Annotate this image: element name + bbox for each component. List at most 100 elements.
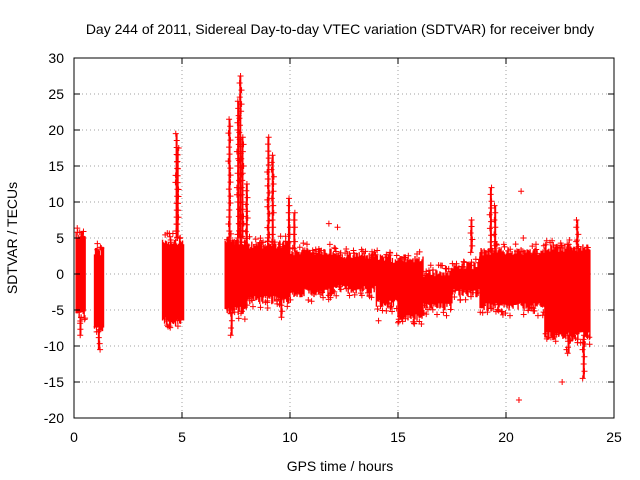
data-point bbox=[278, 314, 285, 321]
data-point bbox=[249, 303, 256, 310]
y-tick-label: -5 bbox=[52, 302, 65, 318]
data-point bbox=[421, 302, 428, 309]
data-point bbox=[291, 209, 298, 216]
data-point bbox=[264, 203, 271, 210]
data-point bbox=[319, 289, 326, 296]
data-point bbox=[238, 87, 245, 94]
data-point bbox=[238, 101, 245, 108]
data-point bbox=[318, 247, 325, 254]
data-point bbox=[303, 250, 310, 257]
data-point bbox=[479, 302, 486, 309]
data-point bbox=[270, 224, 277, 231]
data-point bbox=[393, 252, 400, 259]
outlier-point bbox=[518, 188, 525, 195]
data-point bbox=[229, 305, 236, 312]
data-point bbox=[175, 186, 182, 193]
data-point bbox=[543, 335, 550, 342]
data-point bbox=[568, 247, 575, 254]
data-point bbox=[469, 236, 476, 243]
data-point bbox=[228, 325, 235, 331]
outlier-point bbox=[375, 317, 382, 324]
data-point bbox=[227, 179, 234, 186]
data-point bbox=[579, 375, 586, 382]
data-point bbox=[225, 221, 232, 228]
data-point bbox=[447, 306, 454, 313]
data-point bbox=[236, 94, 243, 101]
data-point bbox=[358, 292, 365, 299]
y-tick-label: 5 bbox=[56, 230, 64, 246]
data-point bbox=[283, 294, 290, 301]
x-tick-label: 15 bbox=[390, 429, 406, 445]
data-point bbox=[244, 302, 251, 309]
data-point bbox=[225, 186, 232, 193]
data-point bbox=[530, 305, 537, 312]
data-point bbox=[440, 309, 447, 316]
data-point bbox=[286, 202, 293, 209]
data-point bbox=[468, 223, 475, 230]
data-point bbox=[265, 148, 272, 155]
data-point bbox=[78, 314, 85, 321]
data-point bbox=[264, 196, 271, 203]
data-point bbox=[239, 206, 246, 213]
outlier-point bbox=[325, 220, 332, 227]
data-point bbox=[581, 368, 588, 375]
data-points bbox=[74, 73, 593, 403]
data-point bbox=[175, 207, 182, 214]
data-point bbox=[96, 340, 103, 347]
data-point bbox=[236, 129, 243, 136]
data-point bbox=[173, 137, 180, 144]
data-point bbox=[346, 292, 353, 299]
data-point bbox=[424, 306, 431, 313]
data-point bbox=[434, 311, 441, 318]
data-point bbox=[552, 247, 559, 254]
data-point bbox=[264, 297, 271, 304]
data-point bbox=[529, 243, 536, 250]
data-point bbox=[369, 248, 375, 255]
data-point bbox=[227, 172, 234, 179]
data-point bbox=[486, 225, 493, 232]
data-point bbox=[396, 256, 403, 263]
data-point bbox=[479, 309, 486, 316]
data-point bbox=[226, 116, 233, 123]
data-point bbox=[81, 316, 88, 323]
data-point bbox=[389, 308, 396, 315]
data-point bbox=[377, 303, 384, 310]
data-point bbox=[506, 312, 513, 319]
data-point bbox=[469, 289, 476, 296]
data-point bbox=[77, 326, 84, 333]
data-point bbox=[443, 312, 450, 319]
data-point bbox=[268, 195, 275, 202]
data-point bbox=[501, 243, 508, 250]
outlier-point bbox=[520, 235, 527, 241]
data-point bbox=[290, 231, 297, 238]
data-point bbox=[226, 237, 233, 244]
data-point bbox=[93, 323, 100, 330]
data-point bbox=[491, 217, 498, 223]
data-point bbox=[279, 308, 286, 315]
data-point bbox=[525, 250, 532, 257]
data-point bbox=[240, 141, 247, 148]
y-tick-label: 30 bbox=[48, 50, 64, 66]
data-point bbox=[565, 247, 572, 254]
data-point bbox=[348, 284, 355, 291]
data-point bbox=[242, 201, 249, 208]
data-point bbox=[249, 297, 256, 304]
data-point bbox=[252, 236, 259, 243]
data-point bbox=[225, 158, 232, 165]
data-point bbox=[353, 254, 360, 261]
data-point bbox=[383, 251, 390, 258]
data-point bbox=[488, 198, 495, 205]
data-point bbox=[286, 195, 293, 202]
data-point bbox=[95, 328, 102, 335]
data-point bbox=[467, 249, 474, 256]
data-point bbox=[481, 249, 488, 256]
data-point bbox=[386, 299, 393, 306]
data-point bbox=[308, 298, 315, 305]
data-point bbox=[264, 224, 271, 231]
data-point bbox=[172, 130, 179, 137]
data-point bbox=[542, 330, 549, 337]
data-point bbox=[443, 272, 450, 279]
data-point bbox=[301, 247, 308, 254]
data-point bbox=[173, 228, 180, 235]
